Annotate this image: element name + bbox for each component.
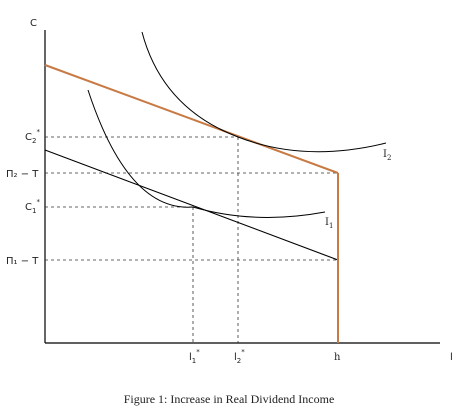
budget-line-low [44, 149, 339, 343]
indifference-curve-i1 [87, 89, 326, 218]
x-axis-label: l [450, 352, 453, 363]
y-tick-c2-star: C2* [25, 128, 40, 145]
y-tick-pi1-minus-t: Π₁ − T [6, 256, 39, 267]
x-tick-l2-star: l2* [234, 348, 245, 365]
guide-lines [45, 136, 338, 343]
curve-label-i1: I1 [325, 217, 333, 230]
figure-caption: Figure 1: Increase in Real Dividend Inco… [124, 392, 335, 406]
y-tick-c1-star: C1* [25, 198, 40, 215]
curve-label-i2: I2 [383, 149, 391, 162]
x-tick-l1-star: l1* [189, 348, 200, 365]
x-tick-h: h [334, 352, 341, 363]
y-axis-label: C [30, 18, 37, 29]
y-tick-pi2-minus-t: Π₂ − T [6, 169, 39, 180]
budget-line-high [44, 64, 339, 343]
indifference-curve-i2 [141, 31, 387, 153]
